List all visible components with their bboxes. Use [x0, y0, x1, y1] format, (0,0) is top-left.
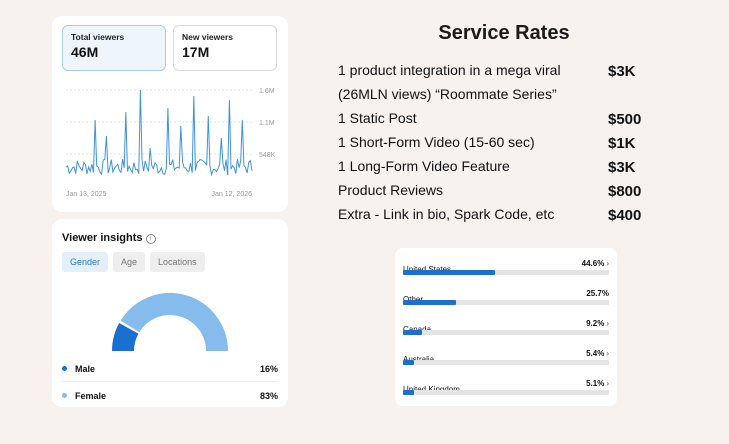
- country-pct: 5.1% ›: [586, 379, 609, 388]
- gender-donut-chart: [112, 293, 228, 351]
- country-pct: 9.2% ›: [586, 319, 609, 328]
- country-bar-fill: [403, 300, 456, 305]
- country-name: United Kingdom: [403, 385, 460, 394]
- rate-item-short-form: 1 Short-Form Video (15-60 sec): [338, 134, 535, 150]
- new-viewers-tile[interactable]: New viewers 17M: [173, 25, 277, 71]
- country-bar-fill: [403, 390, 414, 395]
- country-row-australia[interactable]: Australia 5.4%›: [403, 349, 609, 367]
- female-value: 83%: [259, 391, 278, 401]
- country-pct: 25.7%: [586, 289, 609, 298]
- total-viewers-label: Total viewers: [71, 32, 125, 42]
- rate-price-product-reviews: $800: [608, 183, 642, 200]
- legend-female: Female 83%: [62, 391, 278, 401]
- insights-tabs: Gender Age Locations: [62, 252, 205, 272]
- viewers-card: Total viewers 46M New viewers 17M 1.6M 1…: [52, 16, 288, 212]
- country-pct-value: 9.2%: [586, 319, 605, 328]
- divider: [62, 381, 278, 382]
- viewers-line-chart: 1.6M 1.1M 548K Jan 13, 2025 Jan 12, 2026: [65, 88, 276, 198]
- country-name: United States: [403, 265, 451, 274]
- country-bar-fill: [403, 270, 495, 275]
- country-bar-track: [403, 360, 609, 365]
- tab-age[interactable]: Age: [113, 252, 146, 272]
- country-name: Other: [403, 295, 423, 304]
- viewer-insights-card: Viewer insights i Gender Age Locations Ma…: [52, 219, 288, 407]
- country-bar-fill: [403, 360, 415, 365]
- rate-price-static-post: $500: [608, 111, 642, 128]
- country-bar-track: [403, 390, 609, 395]
- rate-price-short-form: $1K: [608, 135, 636, 152]
- total-viewers-value: 46M: [71, 44, 99, 60]
- rate-item-static-post: 1 Static Post: [338, 110, 417, 126]
- views-series-line: [65, 89, 253, 177]
- chevron-right-icon: ›: [606, 259, 609, 268]
- rate-item-product-reviews: Product Reviews: [338, 182, 444, 198]
- chevron-right-icon: ›: [606, 349, 609, 358]
- tab-locations[interactable]: Locations: [150, 252, 205, 272]
- male-arc: [112, 323, 139, 351]
- rate-price-extra: $400: [608, 207, 642, 224]
- tab-gender[interactable]: Gender: [62, 252, 109, 272]
- x-end-date: Jan 12, 2026: [212, 191, 253, 198]
- country-pct-value: 44.6%: [581, 259, 605, 268]
- chevron-right-icon: ›: [606, 379, 609, 388]
- country-bar-track: [403, 270, 609, 275]
- country-row-canada[interactable]: Canada 9.2%›: [403, 319, 609, 337]
- country-bar-track: [403, 330, 609, 335]
- male-dot-icon: [62, 366, 67, 371]
- country-pct-value: 5.1%: [586, 379, 605, 388]
- viewer-insights-title-text: Viewer insights: [62, 232, 143, 244]
- country-row-united-kingdom[interactable]: United Kingdom 5.1%›: [403, 379, 609, 397]
- rate-item-extra: Extra - Link in bio, Spark Code, etc: [338, 206, 555, 222]
- x-start-date: Jan 13, 2025: [66, 191, 107, 198]
- female-arc: [120, 293, 228, 351]
- male-label: Male: [75, 364, 96, 374]
- service-rates-title: Service Rates: [438, 22, 570, 44]
- info-icon[interactable]: i: [145, 234, 156, 244]
- y-tick-label: 548K: [259, 152, 276, 159]
- viewer-insights-title: Viewer insights i: [62, 232, 156, 244]
- country-name: Canada: [403, 325, 431, 334]
- country-row-other: Other 25.7%: [403, 289, 609, 307]
- countries-card: United States 44.6%› Other 25.7% Canada …: [395, 248, 617, 406]
- legend-male: Male 16%: [62, 364, 278, 374]
- y-tick-label: 1.6M: [259, 88, 275, 95]
- country-row-united-states[interactable]: United States 44.6%›: [403, 259, 609, 277]
- y-tick-label: 1.1M: [259, 120, 275, 127]
- country-pct-value: 5.4%: [586, 349, 605, 358]
- chevron-right-icon: ›: [606, 319, 609, 328]
- new-viewers-label: New viewers: [182, 32, 234, 42]
- country-name: Australia: [403, 355, 434, 364]
- country-pct: 44.6% ›: [582, 259, 609, 268]
- country-bar-track: [403, 300, 609, 305]
- country-bar-fill: [403, 330, 422, 335]
- rate-price-long-form: $3K: [608, 159, 636, 176]
- rate-item-integration-cont: (26MLN views) “Roommate Series”: [338, 86, 557, 102]
- total-viewers-tile[interactable]: Total viewers 46M: [62, 25, 166, 71]
- rate-item-long-form: 1 Long-Form Video Feature: [338, 158, 510, 174]
- female-dot-icon: [62, 393, 67, 398]
- country-pct-value: 25.7%: [586, 289, 609, 298]
- female-label: Female: [75, 391, 107, 401]
- country-pct: 5.4% ›: [586, 349, 609, 358]
- rate-item-integration: 1 product integration in a mega viral: [338, 62, 561, 78]
- rate-price-integration: $3K: [608, 63, 636, 80]
- new-viewers-value: 17M: [182, 44, 210, 60]
- male-value: 16%: [259, 364, 278, 374]
